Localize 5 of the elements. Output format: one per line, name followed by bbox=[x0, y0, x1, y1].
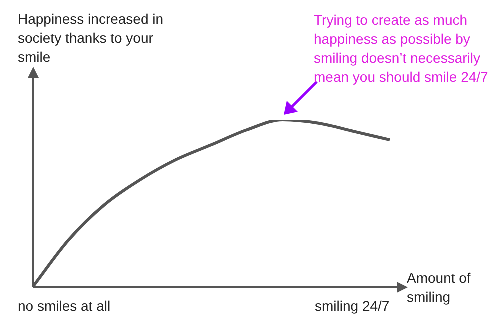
text: Trying to create as much happiness as possible by smiling doesn’t necessarily mean you should smile 24/7 bbox=[314, 11, 490, 87]
text: no smiles at all bbox=[18, 297, 111, 316]
y-axis-title: Happiness increased in society thanks to your smile bbox=[18, 10, 165, 67]
x-axis-title: Amount of smiling bbox=[407, 269, 472, 307]
text: smiling 24/7 bbox=[315, 297, 390, 316]
